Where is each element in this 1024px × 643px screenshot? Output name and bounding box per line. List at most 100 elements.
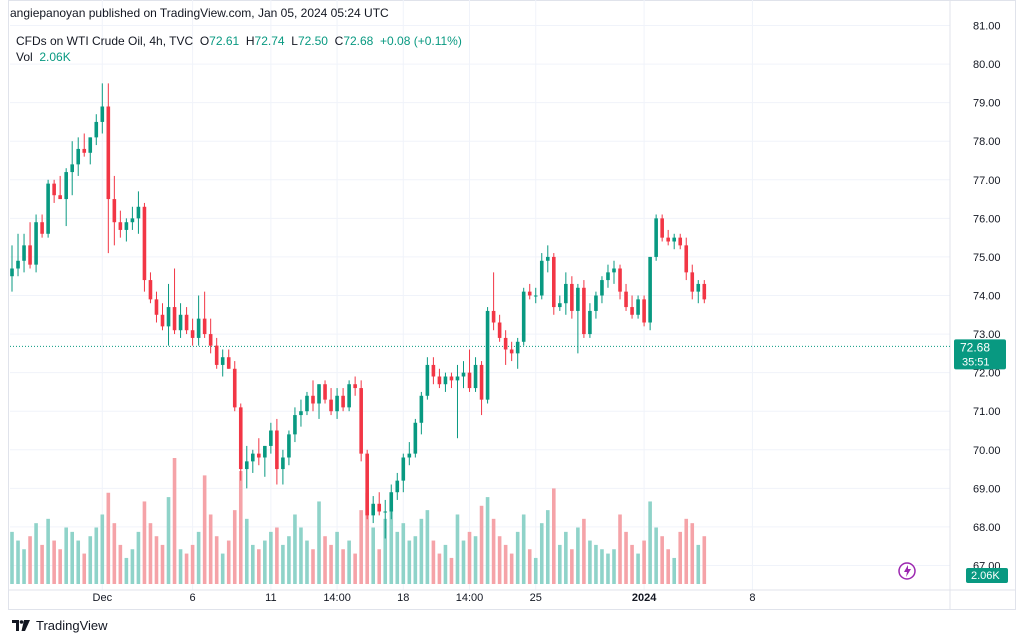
- candle-body: [642, 299, 646, 323]
- price-tick-label: 73.00: [973, 329, 1001, 341]
- candle: [335, 388, 339, 419]
- candle: [654, 214, 658, 261]
- candle: [570, 276, 574, 319]
- candle-body: [467, 372, 472, 389]
- candle-body: [154, 299, 159, 315]
- high-value: 72.74: [254, 34, 285, 48]
- candle-body: [190, 330, 195, 338]
- volume-bar: [64, 527, 68, 584]
- candle-body: [371, 503, 375, 516]
- price-tick-label: 68.00: [973, 522, 1001, 534]
- candle: [648, 256, 652, 331]
- candle-body: [124, 222, 129, 230]
- candle-body: [341, 395, 345, 408]
- candle: [696, 280, 701, 304]
- candle: [353, 376, 357, 396]
- candle-body: [666, 237, 670, 242]
- candle: [533, 287, 538, 304]
- candle: [485, 307, 490, 404]
- symbol-name[interactable]: CFDs on WTI Crude Oil, 4h, TVC: [16, 34, 194, 48]
- candle-body: [624, 291, 628, 308]
- candle: [40, 214, 44, 238]
- candle: [88, 137, 93, 165]
- candle: [419, 391, 424, 435]
- candle: [154, 291, 159, 323]
- volume-bar: [672, 557, 676, 584]
- volume-bar: [401, 523, 406, 584]
- candle-body: [64, 172, 68, 200]
- volume-bar: [648, 501, 652, 584]
- volume-bar: [660, 536, 664, 584]
- candle-body: [515, 341, 520, 354]
- volume-bar: [365, 492, 369, 584]
- volume-bar: [576, 527, 580, 584]
- candle-body: [407, 453, 412, 458]
- time-tick-label: 8: [749, 592, 755, 604]
- candle: [606, 264, 610, 288]
- candle-body: [28, 245, 32, 265]
- candle: [582, 280, 586, 338]
- volume-tag-label: 2.06K: [971, 570, 1000, 582]
- candle-body: [305, 395, 309, 412]
- candle-body: [58, 195, 62, 200]
- candle: [16, 233, 20, 277]
- symbol-legend: CFDs on WTI Crude Oil, 4h, TVC O72.61 H7…: [16, 34, 462, 48]
- volume-bar: [263, 540, 267, 584]
- candle-body: [275, 430, 279, 470]
- candle-body: [533, 295, 538, 297]
- candle-body: [612, 268, 616, 273]
- candle-body: [419, 395, 424, 423]
- candle-body: [184, 314, 189, 331]
- candle: [178, 303, 183, 338]
- candle: [407, 442, 412, 466]
- candle-body: [160, 314, 165, 327]
- volume-bar: [527, 549, 532, 584]
- volume-bar: [552, 488, 556, 584]
- candle-body: [70, 164, 74, 173]
- volume-bar: [383, 518, 388, 584]
- candle: [449, 372, 454, 389]
- volume-bar: [612, 549, 616, 584]
- candle: [690, 264, 695, 300]
- candle-body: [106, 106, 111, 200]
- volume-bar: [666, 549, 670, 584]
- candle: [136, 191, 141, 234]
- volume-bar: [702, 536, 707, 584]
- lightning-icon[interactable]: [898, 562, 916, 580]
- candle-body: [226, 357, 231, 369]
- candle: [539, 253, 544, 300]
- candle-body: [94, 121, 99, 138]
- candle: [431, 357, 436, 385]
- candle-body: [329, 399, 333, 412]
- volume-bar: [564, 531, 568, 584]
- candle-body: [395, 480, 400, 493]
- candle-body: [576, 287, 580, 311]
- price-tick-label: 75.00: [973, 252, 1001, 264]
- candle: [684, 237, 689, 281]
- chart-frame: [8, 0, 1016, 610]
- volume-bar: [377, 549, 382, 584]
- candles: [10, 83, 707, 539]
- candle: [395, 472, 400, 500]
- volume-bar: [34, 523, 38, 584]
- candle-body: [148, 280, 153, 300]
- candle: [64, 168, 68, 227]
- candle-body: [317, 384, 321, 404]
- candle-body: [678, 237, 683, 246]
- footer-brand[interactable]: TradingView: [36, 618, 108, 633]
- volume-bar: [654, 527, 658, 584]
- candle-body: [299, 411, 303, 416]
- volume-bar: [479, 505, 484, 584]
- candle-body: [136, 206, 141, 219]
- candle: [588, 303, 592, 338]
- volume-bar: [371, 527, 375, 584]
- candle: [160, 303, 165, 331]
- candle-body: [606, 272, 610, 281]
- candle-body: [166, 307, 171, 327]
- candle: [226, 349, 231, 369]
- candle: [287, 430, 291, 466]
- candle: [329, 388, 333, 416]
- candle: [208, 318, 213, 354]
- volume-bar: [545, 510, 550, 584]
